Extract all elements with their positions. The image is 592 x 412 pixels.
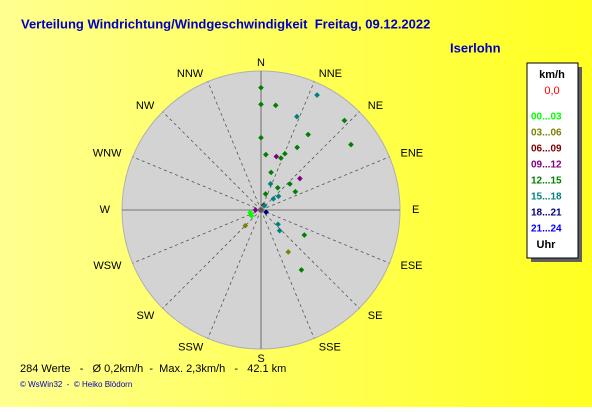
credit: © WsWin32 - © Heiko Blödorn	[20, 380, 132, 389]
spoke	[260, 156, 390, 211]
point	[341, 117, 348, 124]
legend-entry: 00...03	[531, 112, 562, 123]
stats: 284 Werte - Ø 0,2km/h - Max. 2,3km/h - 4…	[20, 363, 286, 375]
spoke	[162, 209, 262, 309]
chart-title: Verteilung Windrichtung/Windgeschwindigk…	[21, 16, 430, 31]
legend-entry: 06...09	[531, 144, 562, 155]
point	[242, 222, 249, 229]
direction-label: W	[100, 204, 111, 216]
point	[263, 209, 269, 216]
direction-label: NNW	[177, 68, 204, 80]
spoke	[260, 81, 315, 211]
legend-box	[526, 62, 579, 259]
direction-label: S	[257, 353, 264, 365]
direction-label: NW	[136, 100, 155, 112]
legend-entry: 03...06	[531, 128, 562, 139]
direction-label: E	[412, 204, 419, 216]
legend-unit: Uhr	[537, 239, 557, 251]
spoke	[207, 209, 262, 339]
point	[287, 181, 293, 187]
direction-label: NE	[368, 100, 383, 112]
point	[273, 153, 280, 160]
direction-label: WNW	[93, 148, 122, 160]
point	[268, 169, 274, 176]
point	[301, 232, 308, 238]
direction-label: NNE	[319, 68, 342, 80]
legend-entry: 18...21	[531, 208, 562, 219]
point	[276, 227, 283, 234]
spoke	[207, 81, 262, 211]
point	[285, 249, 292, 255]
direction-label: ENE	[401, 148, 424, 160]
legend-entry: 12...15	[531, 176, 562, 187]
point	[262, 191, 269, 197]
legend-calm: 0,0	[544, 85, 559, 97]
spoke	[260, 209, 315, 339]
point	[270, 196, 277, 202]
legend-entry: 15...18	[531, 192, 562, 203]
point	[261, 202, 268, 209]
subtitle: Iserlohn	[450, 40, 501, 55]
point	[258, 84, 264, 91]
point	[275, 193, 282, 200]
point	[297, 175, 303, 182]
point	[282, 150, 288, 157]
point	[274, 184, 281, 191]
point	[247, 209, 253, 216]
point	[275, 221, 281, 228]
point	[294, 113, 300, 120]
spoke	[260, 209, 360, 309]
direction-label: WSW	[93, 260, 122, 272]
point	[348, 141, 354, 148]
direction-label: SSW	[178, 342, 204, 354]
direction-label: ESE	[401, 260, 423, 272]
legend-entry: 09...12	[531, 160, 562, 171]
point	[278, 155, 284, 161]
point	[267, 181, 274, 187]
legend-entry: 21...24	[531, 224, 562, 235]
point	[258, 134, 264, 141]
point	[252, 207, 259, 213]
spoke	[162, 111, 262, 211]
point	[314, 92, 320, 98]
spoke	[132, 156, 262, 211]
legend-title: km/h	[539, 69, 565, 81]
direction-label: SE	[368, 310, 383, 322]
direction-label: SSE	[319, 342, 341, 354]
point	[272, 102, 279, 109]
point	[263, 151, 269, 158]
point	[292, 188, 299, 195]
spoke	[260, 111, 360, 211]
point	[294, 144, 300, 151]
point	[258, 101, 264, 108]
spoke	[132, 209, 262, 264]
point	[298, 267, 305, 273]
spoke	[260, 209, 390, 264]
direction-label: N	[257, 57, 265, 69]
direction-label: SW	[136, 310, 154, 322]
point	[305, 131, 311, 138]
